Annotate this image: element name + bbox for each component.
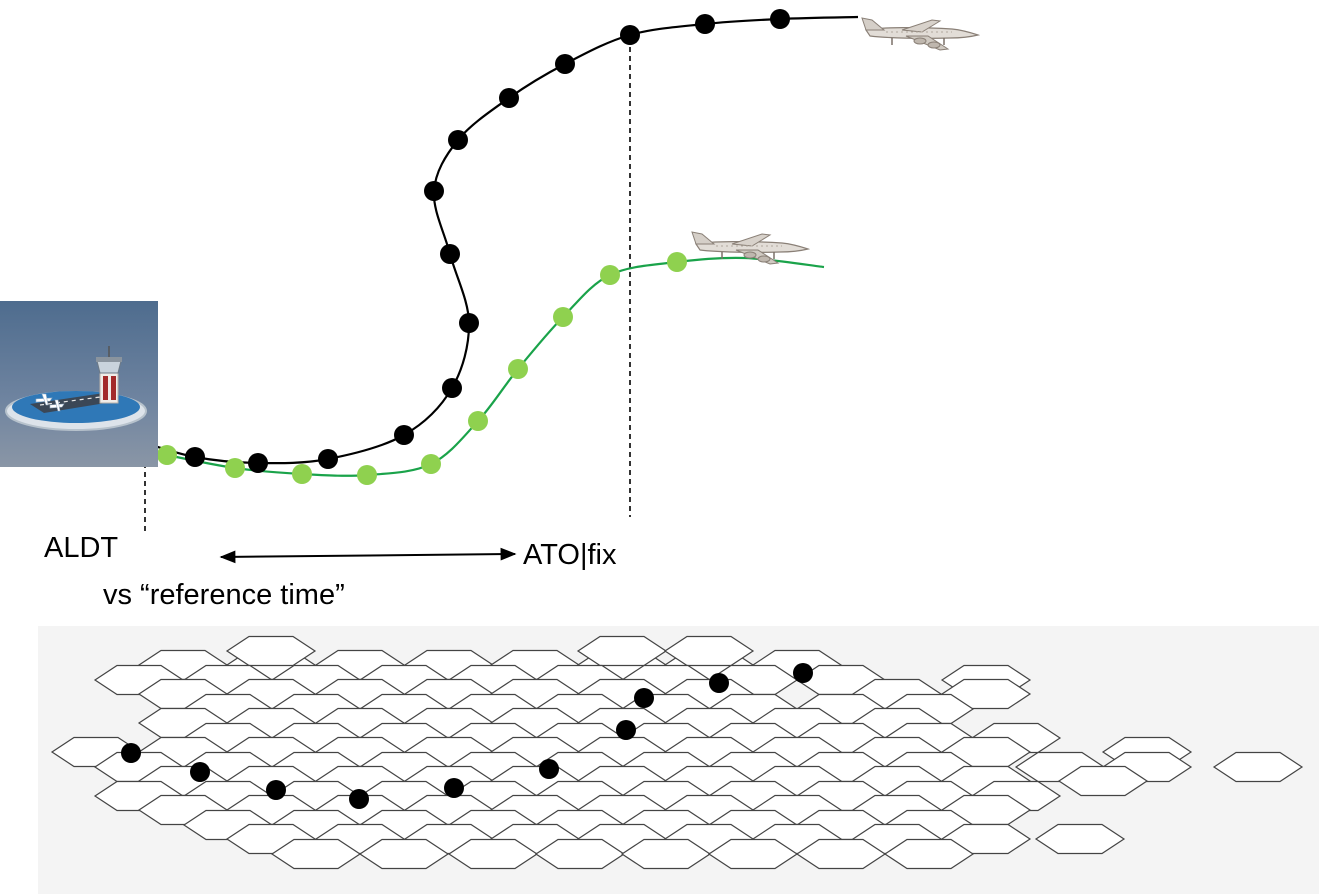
track-point <box>442 378 462 398</box>
grid-point <box>190 762 210 782</box>
secondary-track-points <box>157 252 687 485</box>
secondary-flight-track <box>138 256 825 477</box>
track-point <box>620 25 640 45</box>
grid-point <box>539 759 559 779</box>
track-point <box>459 313 479 333</box>
track-point <box>499 88 519 108</box>
track-point <box>157 445 177 465</box>
hex-grid <box>50 635 1304 870</box>
track-point <box>318 449 338 469</box>
grid-point <box>709 673 729 693</box>
grid-point <box>616 720 636 740</box>
primary-flight-track <box>138 15 859 465</box>
time-interval-arrow <box>219 547 517 564</box>
track-point <box>424 181 444 201</box>
hex-cell <box>883 838 975 870</box>
ato-fix-label: ATO|fix <box>523 539 617 571</box>
track-point <box>553 307 573 327</box>
grid-point <box>634 688 654 708</box>
track-point <box>357 465 377 485</box>
airplane-icon <box>861 17 979 51</box>
track-point <box>770 9 790 29</box>
track-point <box>695 14 715 34</box>
track-point <box>508 359 528 379</box>
track-point <box>185 447 205 467</box>
track-point <box>440 244 460 264</box>
grid-position-points <box>121 663 813 809</box>
grid-point <box>349 789 369 809</box>
track-point <box>248 453 268 473</box>
grid-point <box>121 743 141 763</box>
hex-cell <box>1212 751 1304 783</box>
reference-time-label: vs “reference time” <box>103 579 345 611</box>
grid-point <box>793 663 813 683</box>
track-point <box>394 425 414 445</box>
track-point <box>421 454 441 474</box>
primary-track-points <box>129 9 790 473</box>
hex-cell <box>1034 823 1126 855</box>
track-point <box>555 54 575 74</box>
track-point <box>448 130 468 150</box>
track-point <box>292 464 312 484</box>
grid-point <box>444 778 464 798</box>
track-point <box>225 458 245 478</box>
track-point <box>468 411 488 431</box>
grid-point <box>266 780 286 800</box>
track-point <box>667 252 687 272</box>
hex-cell <box>1057 765 1149 797</box>
airport-tower-icon <box>0 301 158 467</box>
aldt-label: ALDT <box>44 532 119 564</box>
track-point <box>600 265 620 285</box>
